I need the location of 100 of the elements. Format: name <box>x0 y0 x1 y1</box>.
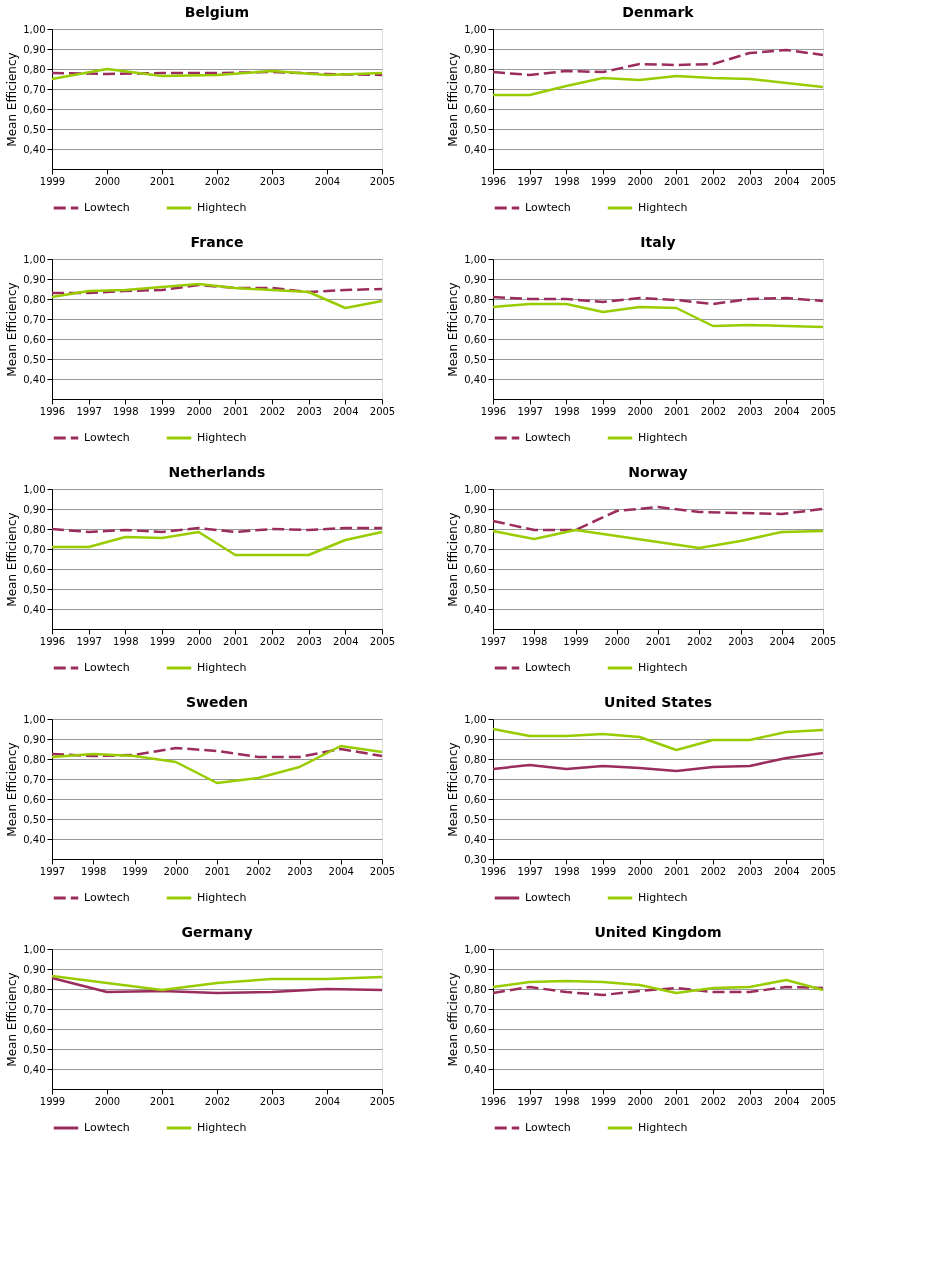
x-tick-label: 2005 <box>810 405 837 417</box>
x-tick-label: 2005 <box>369 175 396 187</box>
x-tick-label: 2005 <box>810 865 837 877</box>
line-series <box>491 528 825 550</box>
x-tick-label: 2002 <box>246 865 272 877</box>
y-tick-label: 0,70 <box>23 1003 46 1015</box>
y-tick-label: 1,00 <box>464 23 487 35</box>
y-tick-label: 1,00 <box>464 253 487 265</box>
y-axis-title: Mean Efficiency <box>446 742 461 837</box>
x-tick-label: 2002 <box>204 175 231 187</box>
x-tick-label: 1999 <box>590 1095 617 1107</box>
y-tick-label: 1,00 <box>464 483 487 495</box>
y-tick-label: 0,40 <box>23 603 46 615</box>
y-tick-label: 0,60 <box>23 563 46 575</box>
y-tick-label: 0,50 <box>464 813 487 825</box>
x-tick-label: 1999 <box>590 405 617 417</box>
x-tick-label: 1996 <box>39 405 66 417</box>
legend-label: Hightech <box>197 661 247 674</box>
y-tick-label: 0,30 <box>464 853 487 865</box>
y-tick-label: 1,00 <box>23 483 46 495</box>
x-tick-label: 2001 <box>664 175 690 187</box>
legend-label: Hightech <box>638 201 688 214</box>
x-tick-label: 2001 <box>149 1095 176 1107</box>
x-tick-label: 2004 <box>333 405 359 417</box>
y-tick-label: 0,60 <box>464 1023 487 1035</box>
legend-label: Lowtech <box>84 891 130 904</box>
y-tick-label: 0,50 <box>464 123 487 135</box>
y-tick-label: 0,60 <box>464 563 487 575</box>
x-tick-label: 2002 <box>259 635 286 647</box>
x-tick-label: 1996 <box>480 405 507 417</box>
x-tick-label: 2001 <box>645 635 672 647</box>
x-tick-label: 1997 <box>76 635 102 647</box>
y-tick-label: 0,90 <box>464 963 487 975</box>
x-tick-label: 1996 <box>480 865 507 877</box>
y-tick-label: 0,70 <box>23 313 46 325</box>
x-tick-label: 2001 <box>223 405 249 417</box>
y-tick-label: 1,00 <box>464 713 487 725</box>
x-tick-label: 2004 <box>333 635 359 647</box>
x-tick-label: 1999 <box>149 405 176 417</box>
legend-label: Hightech <box>197 1121 247 1134</box>
x-tick-label: 2004 <box>314 1095 341 1107</box>
y-tick-label: 0,40 <box>464 1063 487 1075</box>
x-tick-label: 2002 <box>700 1095 727 1107</box>
legend-label: Hightech <box>197 431 247 444</box>
y-axis-title: Mean Efficiency <box>5 512 20 607</box>
y-tick-label: 0,40 <box>23 1063 46 1075</box>
y-tick-label: 0,60 <box>23 1023 46 1035</box>
x-tick-label: 1996 <box>480 1095 507 1107</box>
x-tick-label: 2003 <box>287 865 313 877</box>
y-tick-label: 0,40 <box>23 373 46 385</box>
legend-label: Lowtech <box>84 201 130 214</box>
y-tick-label: 0,80 <box>23 753 46 765</box>
x-tick-label: 2001 <box>664 405 690 417</box>
line-series <box>491 48 825 77</box>
y-tick-label: 0,40 <box>464 143 487 155</box>
y-tick-label: 0,60 <box>23 793 46 805</box>
x-tick-label: 1997 <box>39 865 66 877</box>
line-series <box>50 744 384 785</box>
x-tick-label: 2000 <box>186 405 212 417</box>
x-tick-label: 1997 <box>517 405 543 417</box>
y-tick-label: 0,90 <box>464 733 487 745</box>
x-tick-label: 1998 <box>113 405 139 417</box>
x-tick-label: 2004 <box>769 635 795 647</box>
chart-title: United Kingdom <box>594 924 722 940</box>
x-tick-label: 2005 <box>369 1095 396 1107</box>
chart-title: Germany <box>181 924 253 940</box>
y-tick-label: 1,00 <box>23 713 46 725</box>
y-tick-label: 0,40 <box>464 603 487 615</box>
x-tick-label: 2003 <box>737 405 763 417</box>
line-series <box>50 530 384 557</box>
chart-title: Italy <box>640 234 676 250</box>
y-tick-label: 0,50 <box>23 353 46 365</box>
legend-label: Hightech <box>638 661 688 674</box>
x-tick-label: 2002 <box>687 635 713 647</box>
y-tick-label: 0,90 <box>23 43 46 55</box>
y-tick-label: 0,90 <box>464 43 487 55</box>
y-axis-title: Mean Efficiency <box>5 742 20 837</box>
y-tick-label: 0,80 <box>464 753 487 765</box>
x-tick-label: 1997 <box>517 175 543 187</box>
legend-label: Lowtech <box>84 1121 130 1134</box>
y-tick-label: 0,40 <box>464 833 487 845</box>
legend-label: Lowtech <box>525 1121 571 1134</box>
x-tick-label: 2002 <box>259 405 286 417</box>
x-tick-label: 2005 <box>810 635 837 647</box>
y-tick-label: 0,80 <box>23 523 46 535</box>
x-tick-label: 2003 <box>737 175 763 187</box>
y-tick-label: 0,80 <box>464 63 487 75</box>
chart-title: Norway <box>628 464 688 480</box>
x-tick-label: 1999 <box>590 865 617 877</box>
x-tick-label: 1998 <box>113 635 139 647</box>
chart-title: France <box>190 234 244 250</box>
x-tick-label: 1998 <box>554 1095 580 1107</box>
x-tick-label: 2003 <box>259 175 286 187</box>
x-tick-label: 2003 <box>728 635 754 647</box>
x-tick-label: 2005 <box>810 1095 837 1107</box>
x-tick-label: 2001 <box>223 635 249 647</box>
line-series <box>491 505 825 532</box>
x-tick-label: 2000 <box>94 1095 121 1107</box>
x-tick-label: 2005 <box>369 635 396 647</box>
x-tick-label: 2000 <box>163 865 189 877</box>
